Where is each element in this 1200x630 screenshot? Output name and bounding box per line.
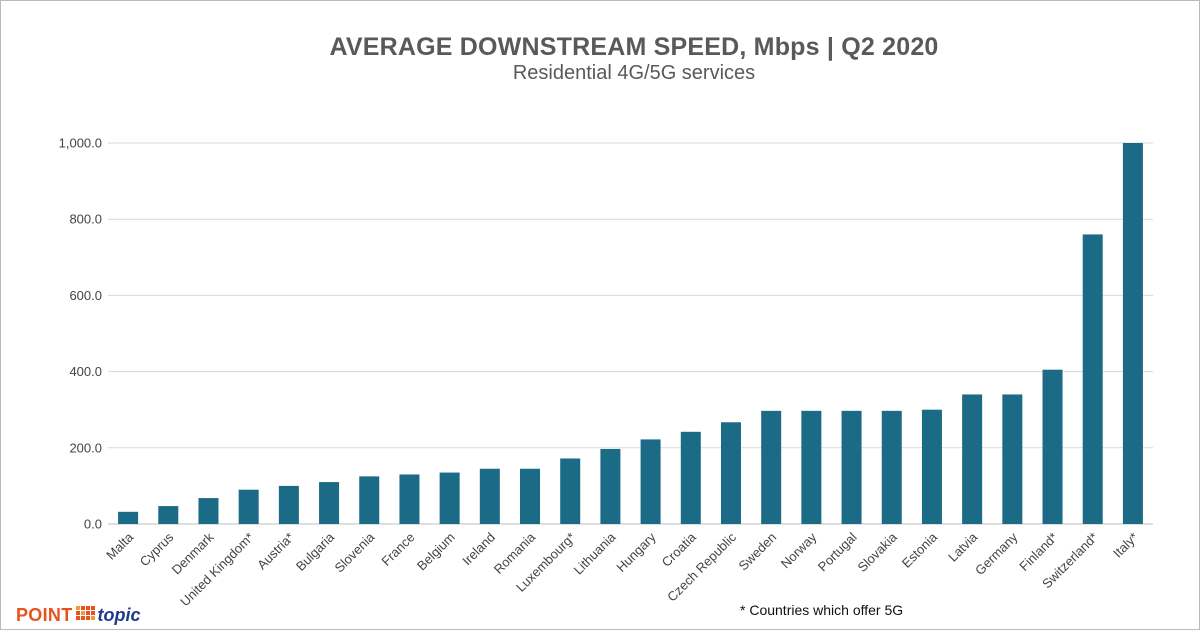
x-category-label: Bulgaria (293, 529, 338, 574)
bar-lithuania (600, 448, 621, 524)
point-topic-logo: POINT topic (16, 604, 141, 626)
footnote: * Countries which offer 5G (740, 602, 904, 618)
x-category-label: Slovenia (331, 529, 377, 575)
logo-squares-icon (75, 606, 95, 620)
x-category-label: Czech Republic (664, 529, 739, 604)
bar-portugal (841, 410, 862, 524)
bar-finland (1042, 369, 1063, 524)
y-tick-label: 1,000.0 (59, 136, 102, 151)
bar-hungary (640, 439, 661, 524)
bar-france (399, 474, 420, 524)
x-category-label: Slovakia (855, 529, 901, 575)
logo-topic-text: topic (97, 604, 141, 625)
x-category-label: United Kingdom* (177, 530, 257, 610)
bar-romania (520, 468, 541, 524)
y-tick-label: 200.0 (69, 440, 102, 455)
bar-estonia (921, 409, 942, 524)
bar-belgium (439, 472, 460, 524)
logo-point-text: POINT (16, 604, 73, 625)
bar-latvia (962, 394, 983, 524)
y-tick-label: 400.0 (69, 364, 102, 379)
bar-norway (801, 410, 822, 524)
x-category-label: Austria* (254, 530, 297, 573)
x-category-label: Latvia (945, 529, 981, 565)
y-axis-ticks: 0.0 200.0 400.0 600.0 800.0 1,000.0 (59, 136, 102, 532)
x-category-label: Belgium (414, 530, 458, 574)
bar-switzerland (1082, 234, 1103, 524)
bar-czech-republic (720, 422, 741, 524)
bar-italy (1122, 143, 1143, 524)
x-category-label: Norway (778, 529, 820, 571)
bar-germany (1002, 394, 1023, 524)
y-tick-label: 0.0 (84, 517, 102, 532)
x-category-label: Germany (972, 529, 1021, 578)
x-category-label: Hungary (613, 529, 659, 575)
bar-united-kingdom (238, 489, 259, 524)
chart-title: AVERAGE DOWNSTREAM SPEED, Mbps | Q2 2020 (329, 33, 939, 61)
x-category-label: Sweden (735, 530, 779, 574)
grid-lines (108, 142, 1153, 449)
bar-austria (278, 485, 299, 524)
x-category-label: Lithuania (571, 529, 619, 577)
x-category-label: Italy* (1110, 530, 1141, 561)
bar-bulgaria (319, 482, 340, 524)
bar-luxembourg (560, 458, 581, 524)
bar-slovakia (881, 410, 902, 524)
bar-croatia (680, 431, 701, 524)
y-tick-label: 600.0 (69, 288, 102, 303)
x-category-label: Portugal (815, 529, 860, 574)
x-category-label: Cyprus (137, 529, 177, 569)
y-tick-label: 800.0 (69, 212, 102, 227)
bar-slovenia (359, 476, 380, 524)
x-category-label: Ireland (459, 530, 498, 569)
x-category-label: Estonia (899, 529, 941, 571)
bar-denmark (198, 498, 219, 524)
x-category-label: France (378, 530, 417, 569)
bar-sweden (761, 410, 782, 524)
bar-malta (118, 511, 139, 524)
bar-cyprus (158, 506, 179, 524)
bars (118, 143, 1143, 524)
x-category-label: Malta (103, 529, 137, 563)
bar-ireland (479, 468, 500, 524)
chart-subtitle: Residential 4G/5G services (512, 62, 756, 84)
